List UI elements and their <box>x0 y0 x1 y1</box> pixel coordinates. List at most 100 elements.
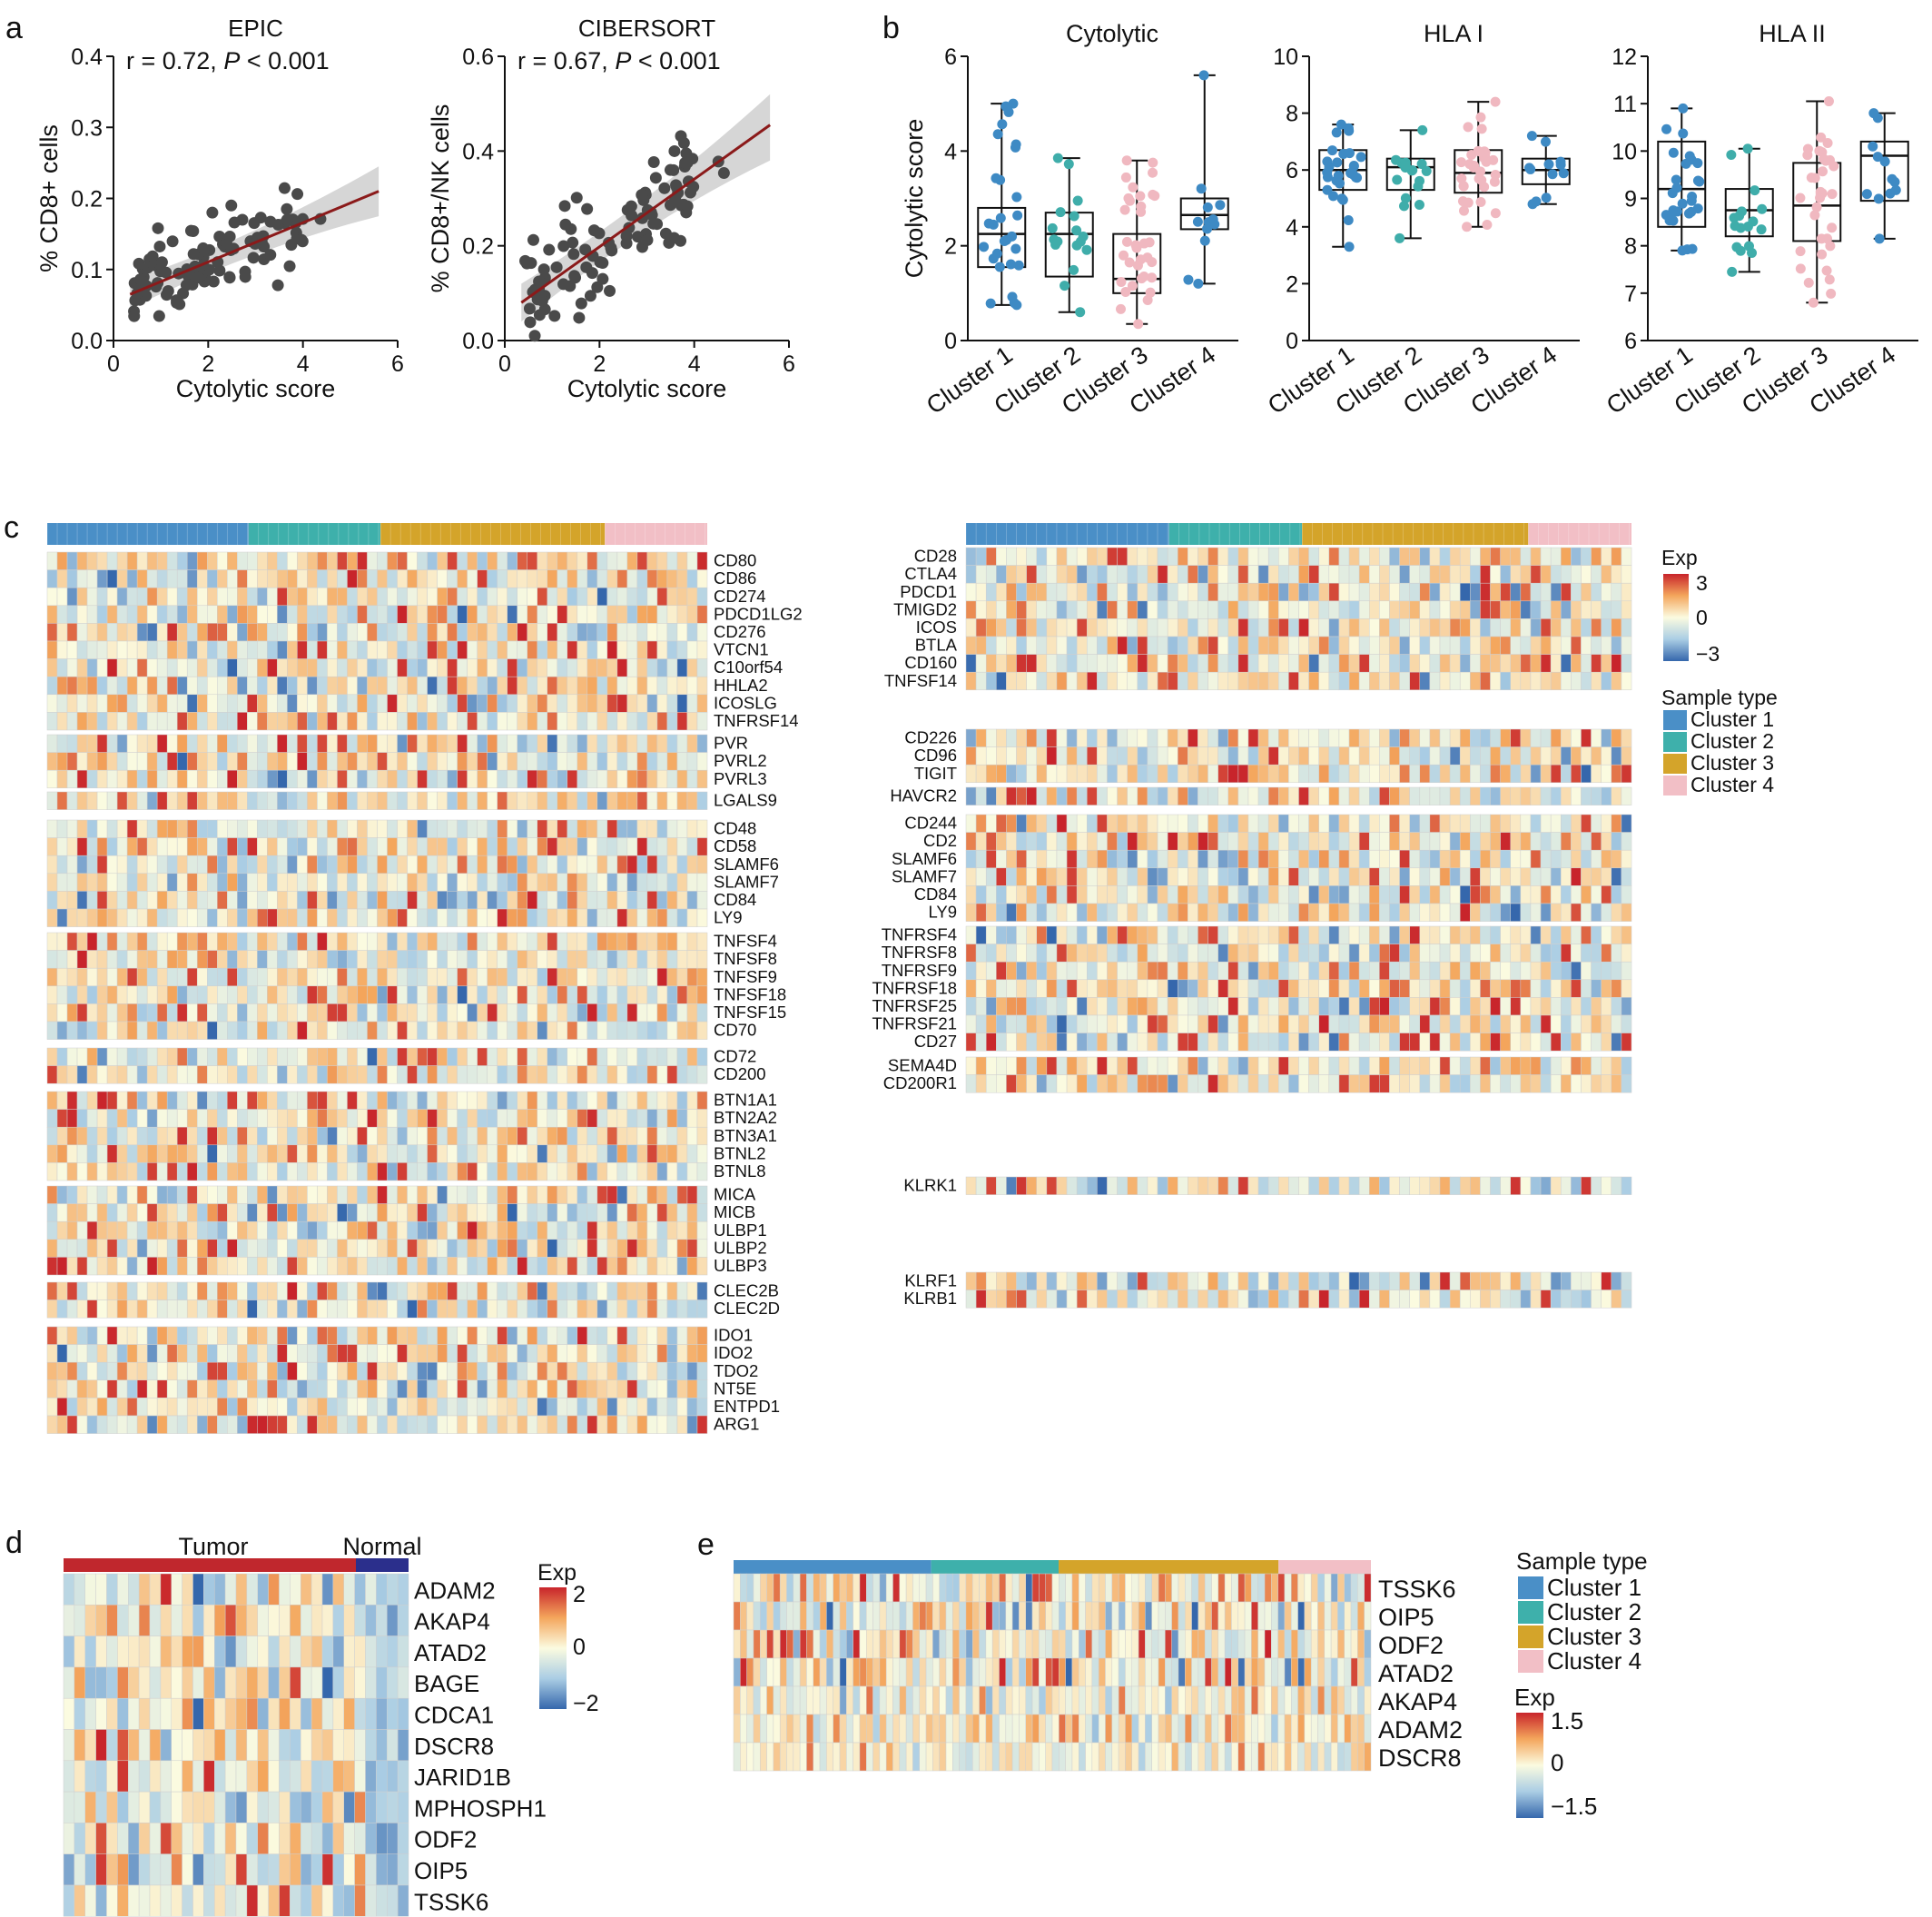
heat-cell <box>477 769 488 789</box>
heat-cell <box>636 873 648 892</box>
heat-cell <box>1419 728 1431 747</box>
heat-cell <box>527 855 537 875</box>
heat-cell <box>237 734 248 753</box>
heat-cell <box>237 1003 248 1023</box>
heat-cell <box>577 1361 588 1381</box>
heat-cell <box>1419 814 1431 833</box>
heat-cell <box>1419 618 1431 637</box>
heat-cell <box>457 1257 468 1276</box>
heat-cell <box>1439 636 1451 655</box>
heat-cell <box>577 587 588 607</box>
heat-cell <box>527 1203 537 1222</box>
heat-cell <box>1036 547 1048 566</box>
heat-cell <box>146 1144 158 1163</box>
heat-cell <box>616 891 628 910</box>
scatter-point <box>686 153 699 165</box>
heat-cell <box>666 908 678 927</box>
heat-cell <box>606 551 618 570</box>
heat-cell <box>1409 671 1421 691</box>
heat-cell <box>1257 814 1269 833</box>
heat-cell <box>1449 814 1461 833</box>
heat-cell <box>1046 786 1058 805</box>
heat-cell <box>206 694 218 713</box>
heat-cell <box>106 932 118 951</box>
heat-cell <box>257 1257 268 1276</box>
heat-cell <box>1087 636 1098 655</box>
heat-cell <box>1107 636 1118 655</box>
heat-cell <box>1379 814 1390 833</box>
gene-label: CD80 <box>714 551 756 570</box>
heat-cell <box>1298 565 1309 584</box>
heat-cell <box>277 1144 288 1163</box>
heat-cell <box>1611 849 1622 869</box>
heat-cell <box>206 1091 218 1110</box>
heat-cell <box>507 1220 518 1240</box>
heat-cell <box>196 1203 208 1222</box>
heat-cell <box>297 1281 308 1300</box>
heat-cell <box>237 837 248 856</box>
heat-cell <box>1016 618 1027 637</box>
data-point <box>1344 125 1355 136</box>
heat-cell <box>616 967 628 987</box>
heat-cell <box>686 1047 698 1066</box>
heat-cell <box>307 1257 318 1276</box>
heat-cell <box>636 694 648 713</box>
heat-cell <box>257 569 268 588</box>
heat-cell <box>287 950 298 969</box>
heat-cell <box>1368 582 1380 602</box>
heat-cell <box>327 1047 338 1066</box>
heat-cell <box>186 1220 198 1240</box>
heat-cell <box>497 752 508 771</box>
y-tick-label: 8 <box>1624 234 1637 260</box>
heat-cell <box>1439 582 1451 602</box>
heat-cell <box>267 1203 278 1222</box>
heat-cell <box>1137 636 1148 655</box>
heat-cell <box>407 1257 418 1276</box>
heat-cell <box>1036 565 1048 584</box>
heat-cell <box>267 855 278 875</box>
heat-cell <box>176 769 188 789</box>
heat-cell <box>497 967 508 987</box>
heat-cell <box>547 891 558 910</box>
heat-cell <box>1157 600 1168 619</box>
heat-cell <box>1611 565 1622 584</box>
heat-cell <box>387 891 398 910</box>
heat-cell <box>1409 582 1421 602</box>
heat-cell <box>146 791 158 810</box>
heat-cell <box>656 769 668 789</box>
heat-cell <box>1550 671 1562 691</box>
heat-cell <box>1409 814 1421 833</box>
heat-cell <box>267 734 278 753</box>
heat-cell <box>696 932 708 951</box>
heat-cell <box>487 1415 498 1434</box>
heat-cell <box>76 837 88 856</box>
heat-cell <box>547 587 558 607</box>
heat-cell <box>1510 832 1522 851</box>
heat-cell <box>146 1065 158 1084</box>
heat-cell <box>965 832 977 851</box>
heat-cell <box>636 712 648 731</box>
heat-cell <box>1097 654 1108 673</box>
heat-cell <box>287 676 298 696</box>
heat-cell <box>1561 849 1572 869</box>
heat-cell <box>347 1109 358 1128</box>
heat-cell <box>56 1185 68 1204</box>
heat-cell <box>1167 746 1178 766</box>
heat-cell <box>66 1398 78 1417</box>
heat-cell <box>367 1109 378 1128</box>
heat-cell <box>1137 746 1148 766</box>
heat-cell <box>497 1047 508 1066</box>
heat-cell <box>277 587 288 607</box>
heat-cell <box>1591 636 1602 655</box>
heat-cell <box>237 1239 248 1258</box>
heat-cell <box>1157 814 1168 833</box>
scatter-point <box>192 272 205 284</box>
heat-cell <box>277 1091 288 1110</box>
heat-cell <box>1308 728 1319 747</box>
heat-cell <box>247 1065 258 1084</box>
heat-cell <box>547 985 558 1004</box>
heat-cell <box>347 791 358 810</box>
heat-cell <box>626 985 638 1004</box>
heat-cell <box>387 1109 398 1128</box>
heat-cell <box>1278 814 1289 833</box>
